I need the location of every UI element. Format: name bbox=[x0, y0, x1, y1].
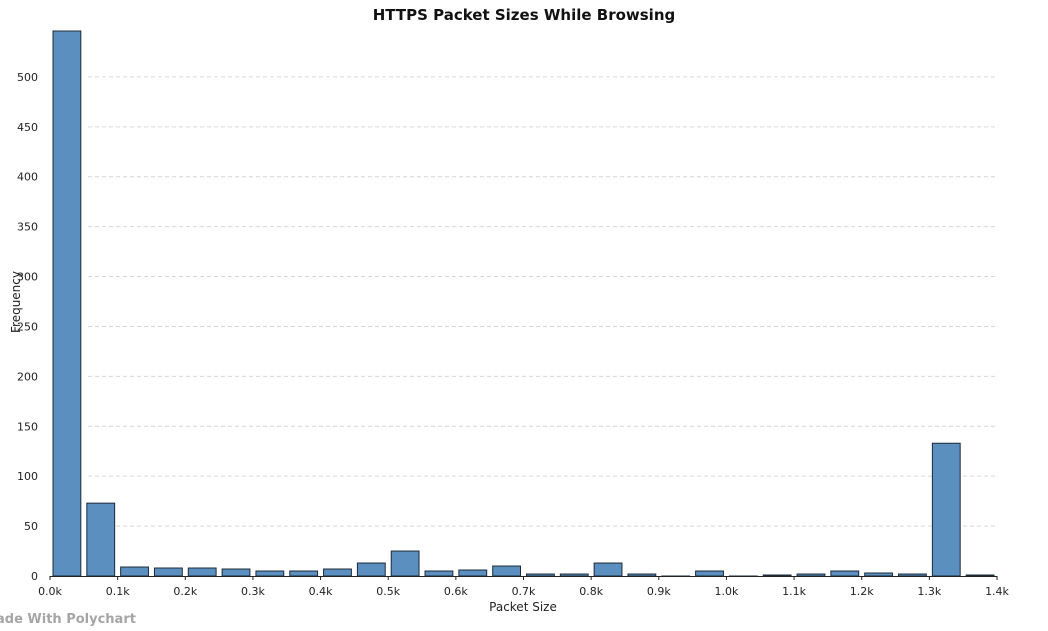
histogram-bar bbox=[695, 570, 724, 577]
histogram-bar bbox=[864, 572, 894, 577]
y-axis-label: Frequency bbox=[9, 271, 23, 333]
x-tick-label: 0.7k bbox=[512, 585, 536, 598]
histogram-bar bbox=[931, 442, 961, 577]
histogram-bar bbox=[965, 574, 995, 577]
histogram-bar bbox=[830, 570, 860, 577]
histogram-bar bbox=[356, 562, 386, 577]
histogram-bar bbox=[52, 30, 82, 577]
x-tick-label: 0.1k bbox=[106, 585, 130, 598]
x-tick-label: 1.1k bbox=[782, 585, 806, 598]
histogram-bar bbox=[762, 574, 792, 577]
histogram-bar bbox=[390, 550, 420, 577]
x-tick-label: 0.0k bbox=[38, 585, 62, 598]
x-tick-label: 0.3k bbox=[241, 585, 265, 598]
x-tick-label: 0.8k bbox=[579, 585, 603, 598]
histogram-bar bbox=[323, 568, 352, 577]
y-tick-label: 150 bbox=[17, 420, 38, 433]
histogram-bar bbox=[86, 502, 116, 577]
x-tick-label: 0.6k bbox=[444, 585, 468, 598]
histogram-bar bbox=[289, 570, 319, 577]
chart-title: HTTPS Packet Sizes While Browsing bbox=[373, 6, 676, 24]
y-tick-label: 0 bbox=[31, 570, 38, 583]
y-tick-label: 250 bbox=[17, 320, 38, 333]
y-tick-label: 400 bbox=[17, 171, 38, 184]
histogram-bar bbox=[796, 573, 826, 577]
histogram-bar bbox=[593, 562, 623, 577]
histogram-bar bbox=[559, 573, 589, 577]
histogram-bar bbox=[458, 569, 488, 577]
y-tick-label: 500 bbox=[17, 71, 38, 84]
histogram-bar bbox=[255, 570, 285, 577]
histogram-bar bbox=[627, 573, 657, 577]
polychart-watermark: ade With Polychart bbox=[0, 612, 136, 627]
grid-lines bbox=[88, 76, 997, 527]
y-tick-label: 300 bbox=[17, 271, 38, 284]
x-tick-label: 1.0k bbox=[714, 585, 738, 598]
y-tick-label: 350 bbox=[17, 221, 38, 234]
histogram-bar bbox=[526, 573, 555, 577]
y-tick-label: 200 bbox=[17, 370, 38, 383]
y-tick-label: 100 bbox=[17, 470, 38, 483]
x-axis-label: Packet Size bbox=[489, 600, 557, 614]
axes: 0 50 100 150 200 250 300 350 400 450 500 0.0k 0.1k 0.… bbox=[17, 71, 1010, 598]
histogram-bar bbox=[153, 567, 183, 577]
x-tick-label: 1.2k bbox=[850, 585, 874, 598]
histogram-bar bbox=[221, 568, 251, 577]
histogram-bar bbox=[492, 565, 521, 577]
x-tick-label: 0.2k bbox=[173, 585, 197, 598]
y-tick-label: 50 bbox=[24, 520, 38, 533]
bars bbox=[52, 30, 995, 577]
histogram-bar bbox=[120, 566, 149, 577]
x-tick-label: 0.4k bbox=[309, 585, 333, 598]
x-tick-label: 1.3k bbox=[917, 585, 941, 598]
histogram-bar bbox=[187, 567, 217, 577]
x-tick-label: 0.9k bbox=[647, 585, 671, 598]
histogram-bar bbox=[424, 570, 454, 577]
y-tick-label: 450 bbox=[17, 121, 38, 134]
x-tick-label: 1.4k bbox=[985, 585, 1009, 598]
x-tick-label: 0.5k bbox=[376, 585, 400, 598]
histogram-bar bbox=[898, 573, 927, 577]
